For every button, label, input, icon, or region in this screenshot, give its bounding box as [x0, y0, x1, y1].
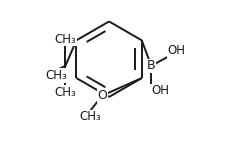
Text: CH₃: CH₃	[54, 86, 76, 99]
Text: B: B	[146, 59, 155, 72]
Text: OH: OH	[151, 84, 169, 97]
Text: OH: OH	[167, 44, 185, 57]
Text: O: O	[97, 89, 107, 102]
Text: CH₃: CH₃	[45, 69, 67, 82]
Text: CH₃: CH₃	[54, 33, 76, 46]
Text: CH₃: CH₃	[79, 110, 101, 123]
